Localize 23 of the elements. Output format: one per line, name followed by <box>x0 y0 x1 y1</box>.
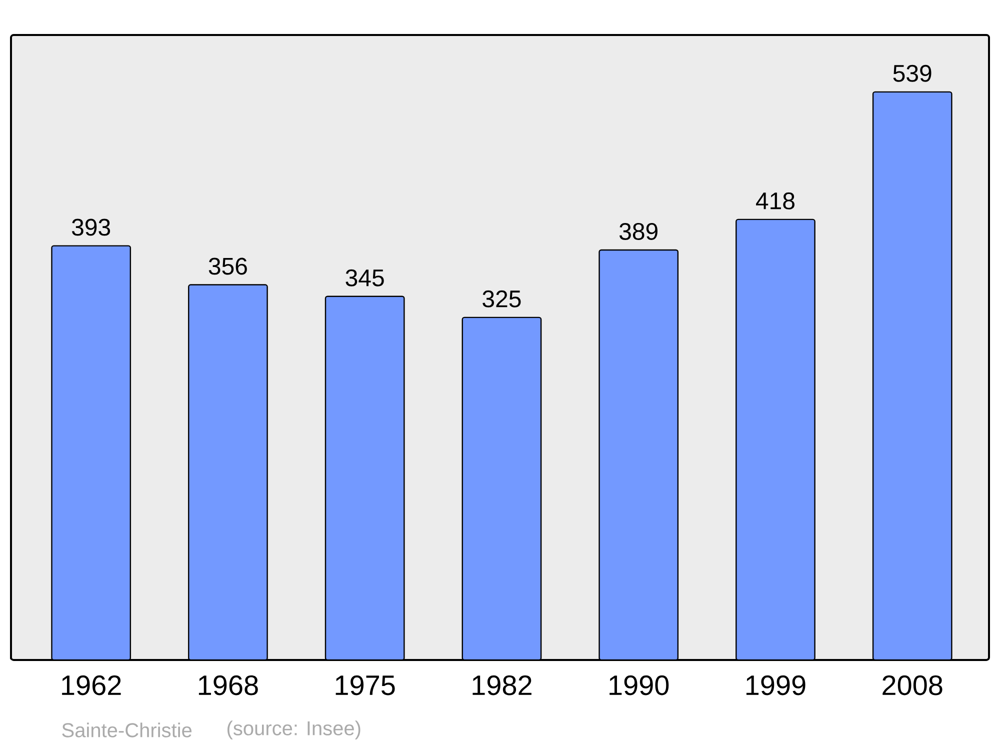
x-tick-label: 1975 <box>336 675 395 696</box>
data-label: 325 <box>482 290 521 308</box>
data-label: 345 <box>346 269 384 286</box>
data-label: 539 <box>893 64 932 82</box>
bar <box>598 249 679 660</box>
bar <box>51 245 132 660</box>
x-tick-label: 1968 <box>198 675 258 696</box>
data-label: 356 <box>208 258 247 275</box>
x-tick-label: 1982 <box>472 675 532 696</box>
data-label: 393 <box>72 218 110 236</box>
text: (source: Insee) <box>228 720 360 740</box>
bar <box>324 296 405 660</box>
text: Sainte-Christie <box>62 722 192 738</box>
bar <box>872 91 952 660</box>
bar <box>736 218 816 660</box>
x-tick-label: 2008 <box>882 675 942 696</box>
bar <box>462 316 542 660</box>
x-tick-label: 1999 <box>746 675 806 696</box>
x-tick-label: 1962 <box>62 675 121 696</box>
data-label: 418 <box>756 192 794 210</box>
data-label: 389 <box>619 222 658 240</box>
x-tick-label: 1990 <box>610 675 669 696</box>
bar <box>188 284 268 660</box>
